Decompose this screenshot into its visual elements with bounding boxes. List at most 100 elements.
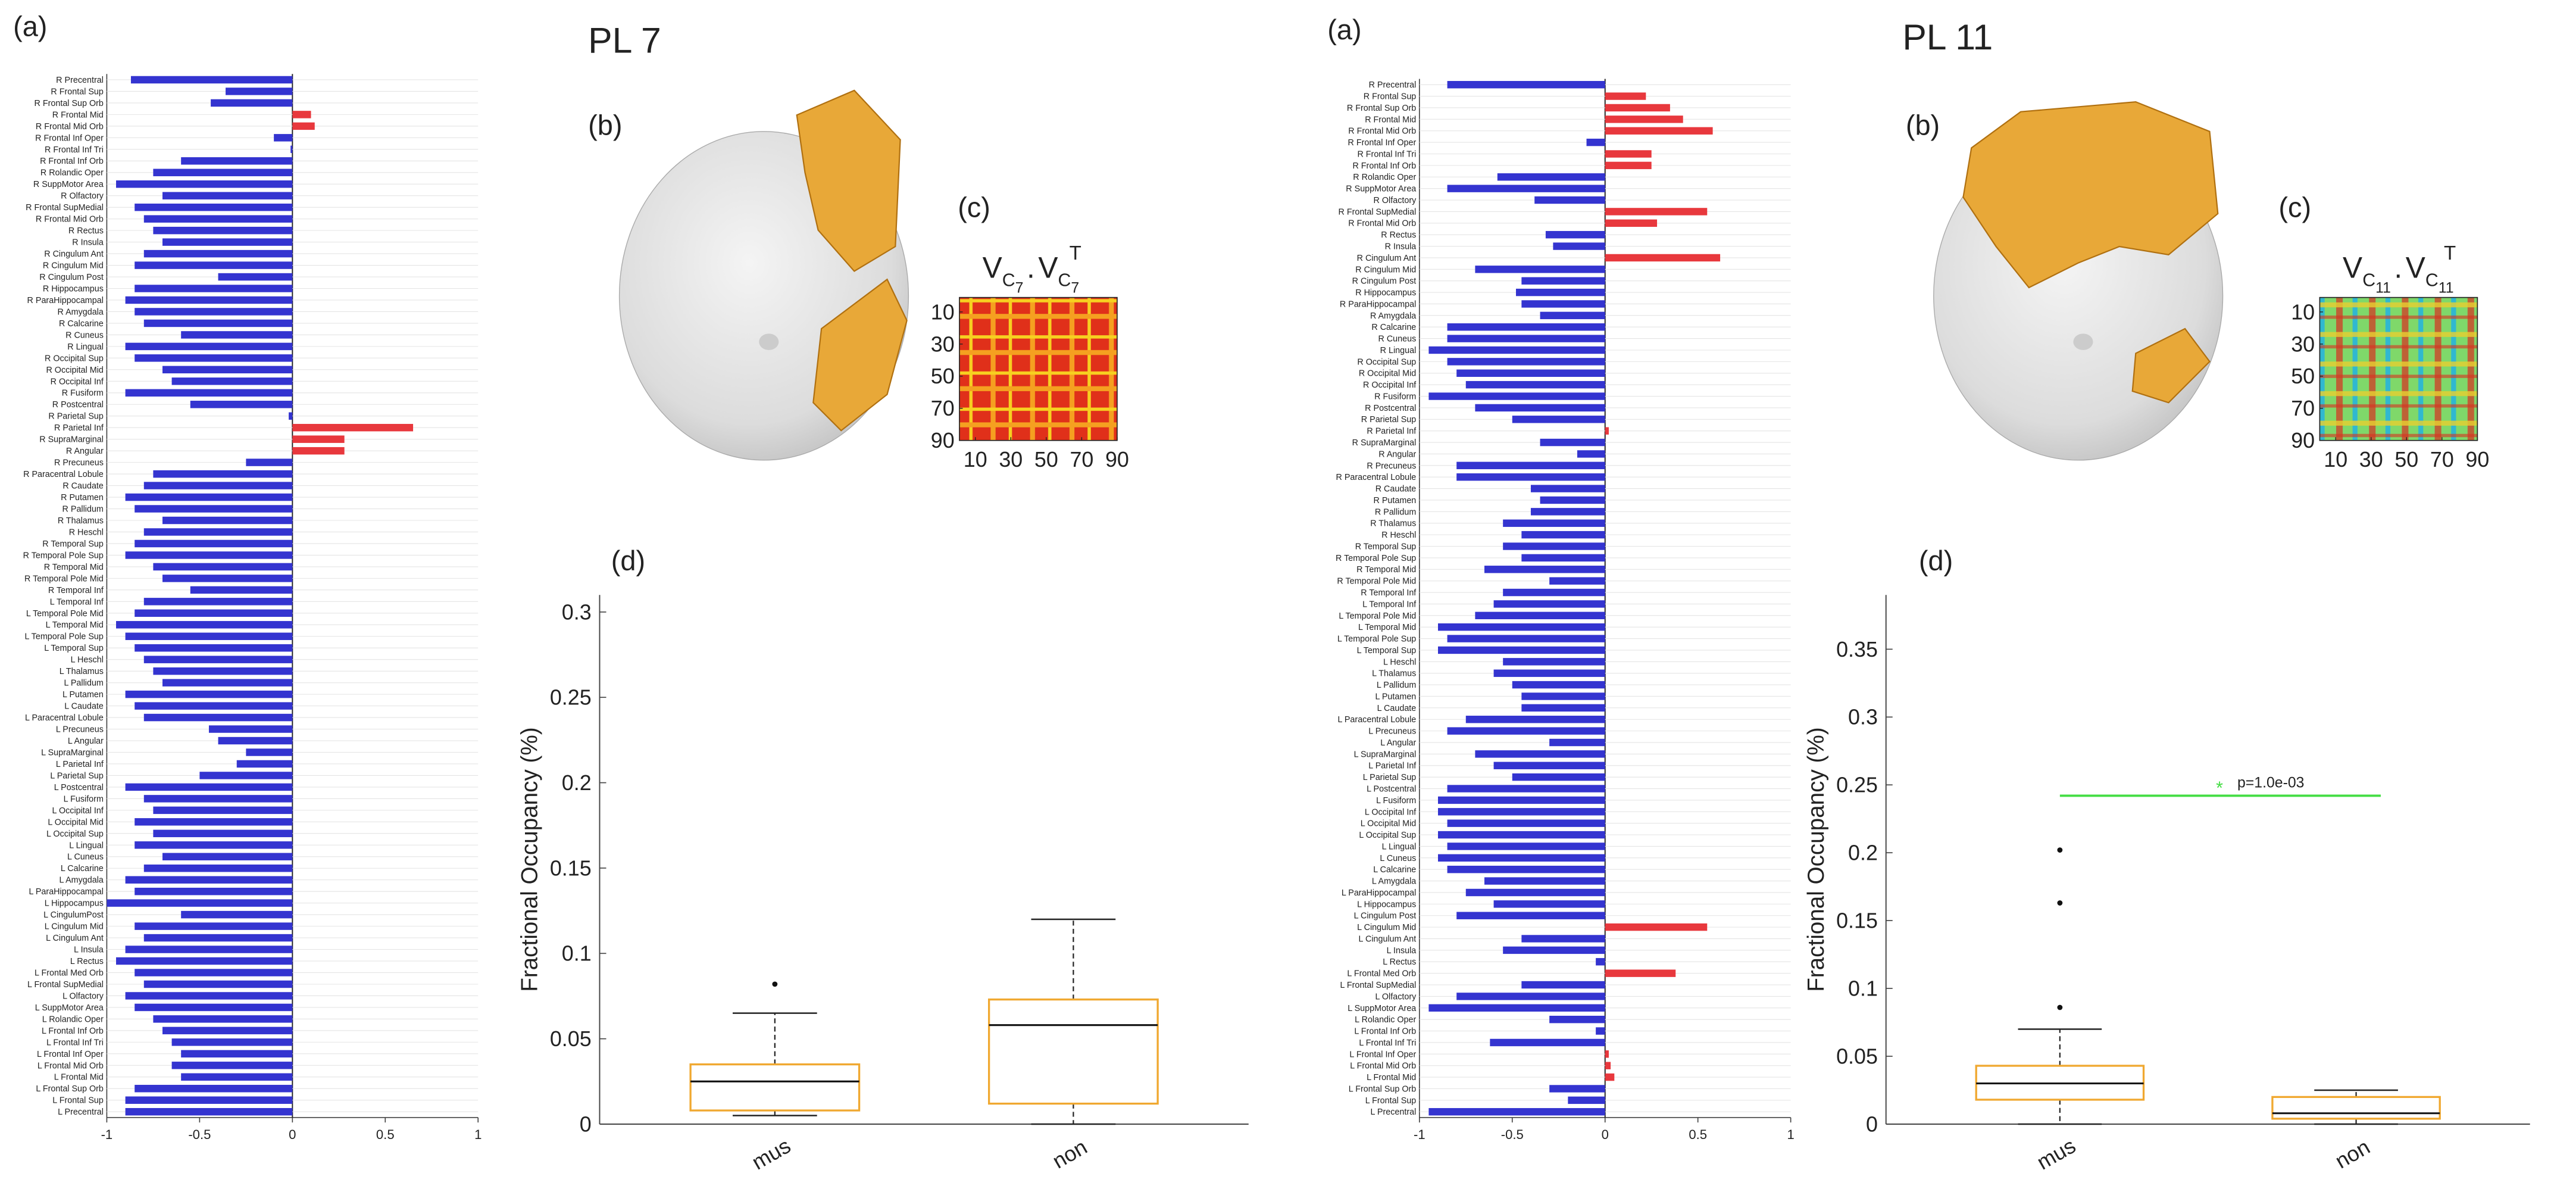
x-tick-label: 30 <box>2359 448 2383 472</box>
bar <box>1475 611 1605 620</box>
region-label: L Fusiform <box>64 794 104 804</box>
region-label: L Heschl <box>71 656 104 665</box>
bar <box>1475 266 1605 273</box>
region-label: L Precuneus <box>1368 727 1416 737</box>
bar <box>226 88 293 95</box>
bar <box>162 679 293 687</box>
region-label: R Frontal Inf Oper <box>35 133 104 143</box>
box <box>987 998 1159 1105</box>
bar <box>290 145 293 154</box>
region-label: R Occipital Mid <box>1359 369 1416 379</box>
bar <box>1447 323 1605 331</box>
region-label: R Olfactory <box>1374 196 1417 205</box>
y-axis-label: Fractional Occupancy (%) <box>517 727 543 991</box>
region-label: R Temporal Mid <box>1356 565 1416 575</box>
region-label: L ParaHippocampal <box>29 887 103 897</box>
bar <box>1447 866 1605 873</box>
bar <box>1512 416 1605 423</box>
bar <box>130 76 293 84</box>
brain-right <box>1933 101 2224 461</box>
bar <box>1521 531 1605 539</box>
box <box>689 1063 861 1112</box>
bar <box>218 273 293 281</box>
region-label: L Parietal Inf <box>1368 762 1416 771</box>
bar <box>1530 508 1605 516</box>
bar <box>1521 554 1605 562</box>
panel-label: (a) <box>1327 14 1361 45</box>
bar <box>135 969 293 976</box>
outlier <box>2057 847 2063 853</box>
region-label: L Insula <box>74 946 104 955</box>
region-label: R Frontal Inf Orb <box>40 157 104 166</box>
panel-label: (c) <box>958 192 990 223</box>
bar <box>292 111 311 118</box>
region-label: R Frontal Inf Oper <box>1348 138 1416 148</box>
region-label: R Putamen <box>1374 496 1417 505</box>
bar <box>1484 877 1605 885</box>
bar <box>143 795 293 803</box>
region-label: R Angular <box>66 447 104 456</box>
region-label: R Angular <box>1378 450 1416 459</box>
region-label: L Parietal Sup <box>1363 773 1417 782</box>
bar <box>135 609 293 617</box>
bar <box>135 1003 293 1012</box>
region-label: L Cingulum Post <box>1354 912 1417 921</box>
bar <box>1549 1085 1605 1093</box>
title-part: C <box>1058 270 1071 290</box>
region-label: L Frontal Mid Orb <box>1350 1062 1416 1071</box>
bar <box>1521 300 1605 308</box>
region-label: R Putamen <box>61 493 104 503</box>
region-label: R Precuneus <box>1367 461 1416 471</box>
region-label: L Lingual <box>69 841 104 850</box>
region-label: R Frontal Sup <box>51 87 104 96</box>
x-tick-label: 30 <box>999 448 1023 472</box>
bar <box>1447 785 1605 792</box>
region-label: R Amygdala <box>1370 311 1416 321</box>
region-label: R Cingulum Ant <box>1357 254 1417 263</box>
region-label: L Paracentral Lobule <box>25 713 104 723</box>
bar <box>1596 958 1605 966</box>
bar <box>1521 277 1605 285</box>
bar <box>1553 242 1605 250</box>
region-label: L Temporal Pole Mid <box>26 609 104 619</box>
region-label: L Frontal Sup <box>1365 1096 1417 1106</box>
bar <box>162 1026 293 1035</box>
region-label: R Occipital Sup <box>1357 357 1416 367</box>
region-label: L Temporal Pole Sup <box>1337 635 1416 644</box>
y-tick-label: 70 <box>931 397 955 420</box>
panel-label: (b) <box>588 110 622 141</box>
bar <box>116 621 293 629</box>
bar <box>292 435 345 443</box>
bar <box>1605 1073 1615 1081</box>
bar <box>125 690 293 698</box>
bar <box>1568 1096 1605 1104</box>
bar <box>1512 773 1605 781</box>
bar <box>143 598 293 606</box>
bar <box>143 249 293 258</box>
bar <box>1534 196 1605 204</box>
bar <box>171 1062 293 1069</box>
bar <box>1503 946 1605 954</box>
region-label: L Cingulum Ant <box>1359 934 1417 944</box>
bar <box>143 980 293 988</box>
bar <box>1530 485 1605 492</box>
region-label: L Hippocampus <box>45 899 104 909</box>
region-label: L Amygdala <box>1372 877 1416 887</box>
bar <box>181 157 293 165</box>
title-part: 7 <box>1071 280 1079 296</box>
bar <box>1447 335 1605 342</box>
bar <box>125 389 293 397</box>
bar <box>1456 993 1605 1000</box>
title-part: V <box>1038 251 1058 284</box>
title-part: T <box>1070 242 1081 264</box>
x-tick-label: 10 <box>2324 448 2347 472</box>
region-label: R Frontal Inf Tri <box>45 145 104 155</box>
bar <box>211 99 293 107</box>
bar <box>153 1015 293 1023</box>
region-label: R Cingulum Mid <box>1355 265 1416 274</box>
bar <box>153 829 293 838</box>
bar <box>1503 658 1605 666</box>
region-label: L Parietal Inf <box>56 760 104 769</box>
region-label: L ParaHippocampal <box>1342 888 1416 898</box>
region-label: L Temporal Inf <box>1362 600 1416 609</box>
